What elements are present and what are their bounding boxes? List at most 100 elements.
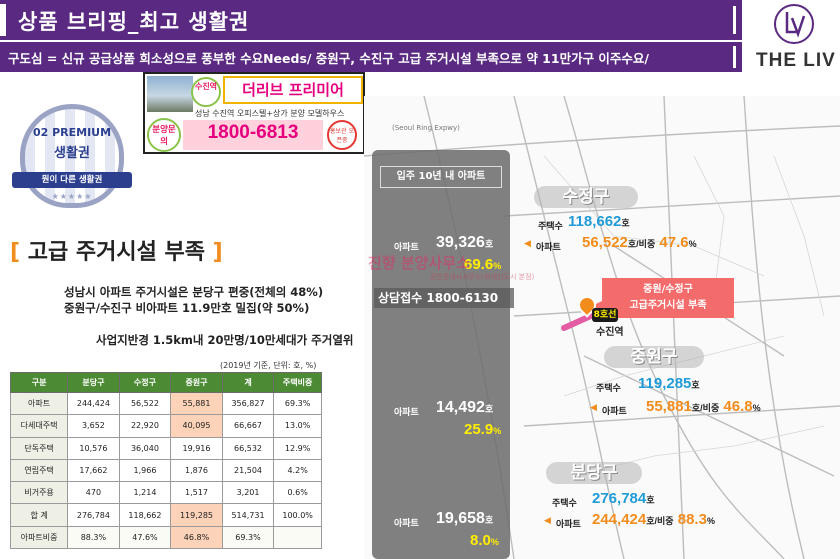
table-cell: 119,285	[170, 503, 223, 527]
phone-background	[183, 120, 323, 150]
unit-label: 호	[646, 495, 655, 505]
panel-percent-unit: %	[493, 426, 502, 436]
ad-phone-number[interactable]: 1800-6813	[207, 122, 299, 143]
ratio-label: 호/비중	[627, 239, 656, 249]
table-cell: 21,504	[221, 458, 275, 483]
table-cell: 1,876	[170, 458, 223, 483]
panel-label: 아파트	[394, 243, 419, 253]
sujeong-houses: 118,662호	[568, 213, 630, 230]
ad-banner[interactable]: 수진역 더리브 프리미어 성남 수진역 오피스텔+상가 분양 모델하우스 분양문…	[143, 72, 365, 154]
table-cell: 69.3%	[273, 391, 322, 416]
apartment-panel	[372, 150, 510, 559]
bundang-houses-number: 276,784	[592, 490, 647, 507]
building-photo	[147, 76, 193, 112]
district-bundang-badge: 분당구	[546, 462, 642, 484]
sujeong-ratio: 47.6	[659, 234, 689, 251]
table-header-cell: 중원구	[170, 372, 223, 393]
bundang-apts-number: 244,424	[592, 511, 647, 528]
table-cell: 비거주용	[9, 481, 69, 505]
watermark-note: 공인중개사사무소(위례신도시 본점)	[430, 273, 535, 281]
table-header-cell: 분당구	[67, 372, 120, 393]
table-row: 단독주택 10,576 36,040 19,916 66,532 12.9%	[9, 436, 322, 460]
sujeong-houses-number: 118,662	[568, 213, 622, 230]
bracket-open: [	[10, 240, 21, 265]
apt-label: 아파트	[536, 243, 561, 253]
subtitle-bar	[0, 42, 742, 72]
table-cell: 56,522	[118, 391, 172, 416]
panel-value: 39,326호	[436, 234, 493, 252]
unit-label: 호	[691, 380, 700, 390]
table-cell: 10,576	[67, 436, 120, 460]
table-cell: 19,916	[170, 436, 223, 460]
callout-box: 중원/수정구 고급주거시설 부족	[602, 278, 734, 318]
arrow-left-icon: ◀	[524, 239, 531, 249]
table-cell: 118,662	[118, 503, 172, 527]
bracket-close: ]	[212, 240, 223, 265]
district-jungwon-badge: 중원구	[604, 346, 704, 368]
panel-percent-number: 69.6	[464, 256, 494, 273]
apt-label: 아파트	[556, 520, 581, 530]
station-badge: 수진역	[191, 77, 221, 107]
table-cell: 69.3%	[221, 525, 275, 550]
table-header-cell: 수정구	[118, 372, 172, 393]
stars-icon: ★★★★★	[51, 192, 93, 201]
table-cell: 66,667	[221, 414, 275, 438]
jungwon-houses: 119,285호	[638, 375, 700, 392]
panel-label: 아파트	[394, 519, 419, 529]
jungwon-apts-number: 55,881	[646, 398, 692, 415]
section-heading: [ 고급 주거시설 부족 ]	[10, 234, 223, 266]
watermark-contact: 상담접수 1800-6130	[374, 288, 514, 308]
table-cell: 40,095	[170, 414, 223, 438]
apt-label: 아파트	[602, 407, 627, 417]
section-heading-text: 고급 주거시설 부족	[20, 240, 213, 265]
logo-mark-icon	[785, 12, 806, 38]
table-header-cell: 주택비중	[273, 372, 322, 393]
table-cell: 22,920	[118, 414, 172, 438]
table-cell: 1,517	[170, 481, 223, 505]
table-header-row: 구분 분당구 수정구 중원구 계 주택비중	[9, 372, 322, 393]
ratio-label: 호/비중	[691, 403, 720, 413]
panel-value-number: 39,326	[436, 234, 485, 251]
table-cell	[273, 525, 322, 550]
table-row: 비거주용 470 1,214 1,517 3,201 0.6%	[9, 481, 322, 505]
logo-emblem-icon	[774, 4, 814, 44]
table-cell: 13.0%	[273, 414, 322, 438]
panel-percent: 25.9%	[464, 421, 501, 438]
table-cell: 47.6%	[118, 525, 172, 550]
table-cell: 단독주택	[9, 436, 69, 460]
table-cell: 244,424	[67, 391, 120, 416]
premium-ribbon-text: 뭔이 다른 생활권	[41, 175, 103, 185]
ratio-label: 호/비중	[646, 516, 674, 526]
brand-logo: THE LIV	[752, 2, 838, 74]
table-cell: 88.3%	[67, 525, 120, 550]
expressway-label: (Seoul Ring Expwy)	[392, 124, 460, 132]
panel-percent-unit: %	[493, 261, 502, 271]
table-cell: 46.8%	[170, 525, 223, 550]
table-cell: 470	[67, 481, 120, 505]
table-cell: 1,214	[118, 481, 172, 505]
table-cell: 합 계	[9, 503, 69, 527]
house-label: 주택수	[552, 499, 577, 509]
bundang-houses: 276,784호	[592, 490, 655, 507]
page-title: 상품 브리핑_최고 생활권	[18, 10, 250, 34]
jungwon-apts: 55,881호/비중 46.8%	[646, 398, 761, 415]
panel-value-number: 14,492	[436, 399, 485, 416]
table-cell: 66,532	[221, 436, 275, 460]
table-cell: 1,966	[118, 458, 172, 483]
table-cell: 다세대주택	[9, 414, 69, 438]
table-cell: 356,827	[221, 391, 275, 416]
shield-icon	[20, 104, 124, 208]
jungwon-ratio: 46.8	[723, 398, 753, 415]
jungwon-houses-number: 119,285	[638, 375, 692, 392]
table-cell: 연립주택	[9, 458, 69, 483]
panel-percent: 8.0%	[470, 532, 499, 549]
premium-line2: 생활권	[54, 146, 90, 161]
table-row: 연립주택 17,662 1,966 1,876 21,504 4.2%	[9, 458, 322, 483]
open-stamp: 홍보관 오픈중	[327, 120, 357, 150]
sujeong-apts: 56,522호/비중 47.6%	[582, 234, 697, 251]
panel-unit: 호	[484, 404, 494, 414]
panel-value-number: 19,658	[436, 510, 485, 527]
callout-line2: 고급주거시설 부족	[629, 300, 707, 311]
station-name: 수진역	[596, 327, 624, 338]
table-row: 아파트 244,424 56,522 55,881 356,827 69.3%	[9, 391, 322, 416]
